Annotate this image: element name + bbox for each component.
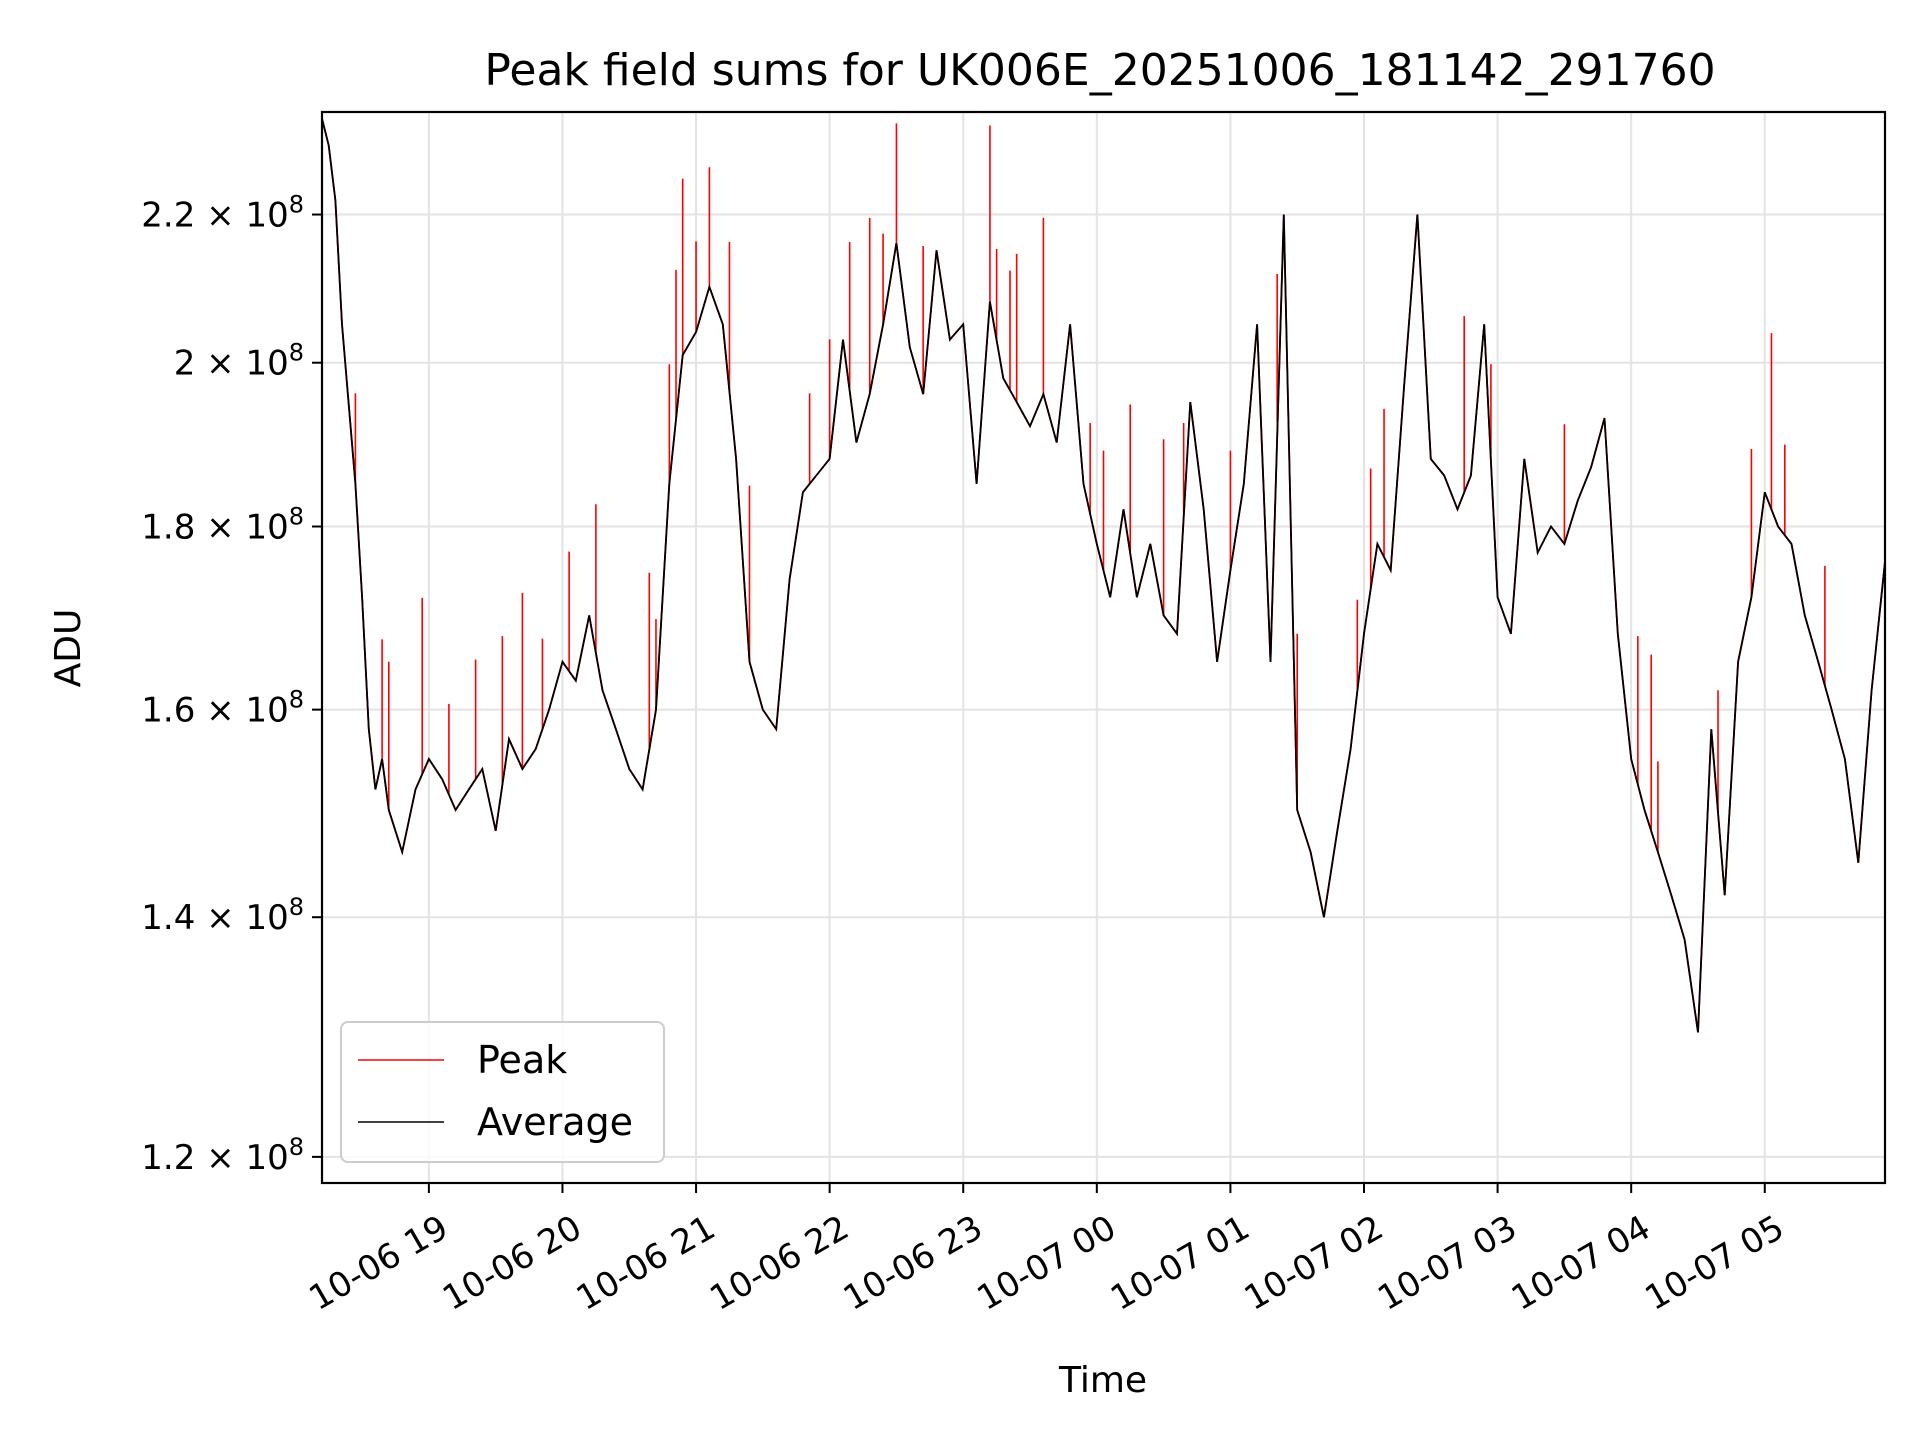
legend: Peak Average	[340, 1021, 665, 1163]
y-tick-label: 1.4 × 108	[141, 893, 304, 938]
series-line-average	[322, 118, 1885, 1033]
plot-frame	[320, 110, 1887, 1185]
chart-title: Peak field sums for UK006E_20251006_1811…	[484, 45, 1715, 96]
y-tick-label: 2 × 108	[174, 339, 304, 384]
series-layer	[322, 118, 1885, 1033]
legend-peak-label: Peak	[477, 1038, 567, 1082]
y-axis-label: ADU	[48, 609, 89, 688]
y-tick-label: 1.2 × 108	[141, 1133, 304, 1178]
y-tick-label: 1.6 × 108	[141, 686, 304, 731]
legend-average-label: Average	[477, 1100, 633, 1144]
y-tick-label: 2.2 × 108	[141, 191, 304, 236]
legend-box	[340, 1021, 665, 1163]
x-axis-label: Time	[1058, 1360, 1147, 1401]
y-tick-label: 1.8 × 108	[141, 503, 304, 548]
